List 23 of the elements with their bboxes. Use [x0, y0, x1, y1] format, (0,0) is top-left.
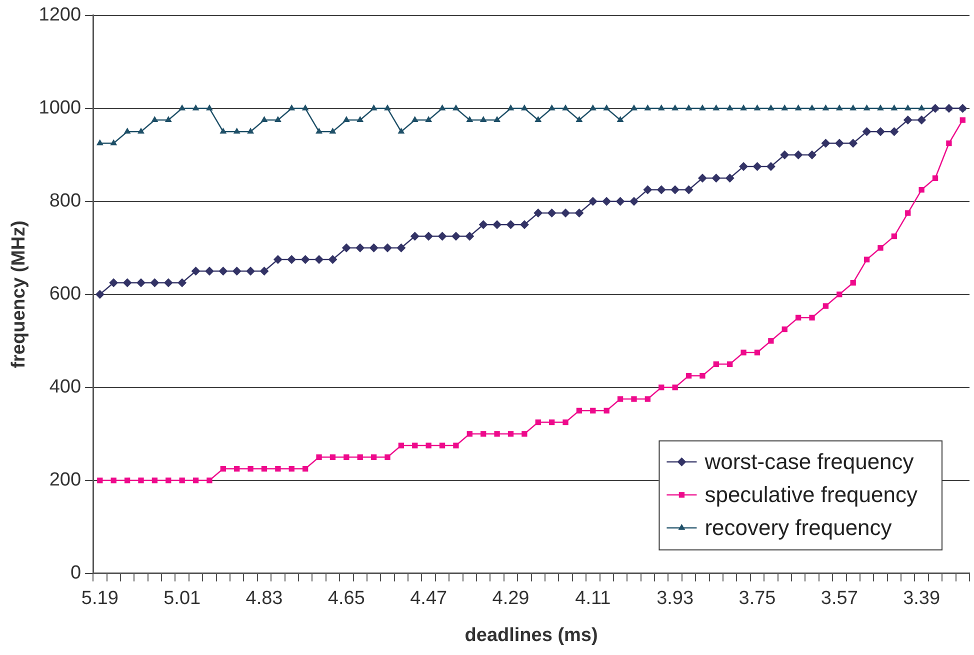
y-tick-label: 0 [70, 562, 82, 584]
x-tick-label: 4.29 [492, 588, 530, 610]
y-tick-label: 200 [49, 470, 82, 491]
x-tick-label: 5.01 [164, 588, 201, 610]
legend-label: speculative frequency [704, 482, 918, 507]
x-tick-label: 3.93 [656, 588, 694, 610]
y-tick-label: 1200 [38, 4, 82, 26]
x-tick-label: 5.19 [81, 588, 118, 610]
x-tick-label: 4.83 [246, 588, 283, 610]
y-axis-title: frequency (MHz) [8, 220, 30, 368]
x-tick-label: 3.75 [738, 588, 776, 610]
x-tick-label: 4.47 [410, 588, 448, 610]
y-tick-label: 600 [49, 284, 82, 305]
y-tick-label: 800 [49, 190, 82, 212]
x-tick-label: 4.11 [575, 588, 611, 610]
x-tick-label: 4.65 [328, 588, 365, 610]
y-tick-label: 1000 [38, 98, 82, 119]
y-tick-label: 400 [49, 376, 82, 398]
x-tick-label: 3.39 [903, 588, 940, 610]
legend-label: recovery frequency [704, 514, 892, 540]
x-tick-label: 3.57 [820, 588, 858, 610]
x-axis-title: deadlines (ms) [464, 624, 598, 646]
legend-label: worst-case frequency [704, 448, 914, 474]
